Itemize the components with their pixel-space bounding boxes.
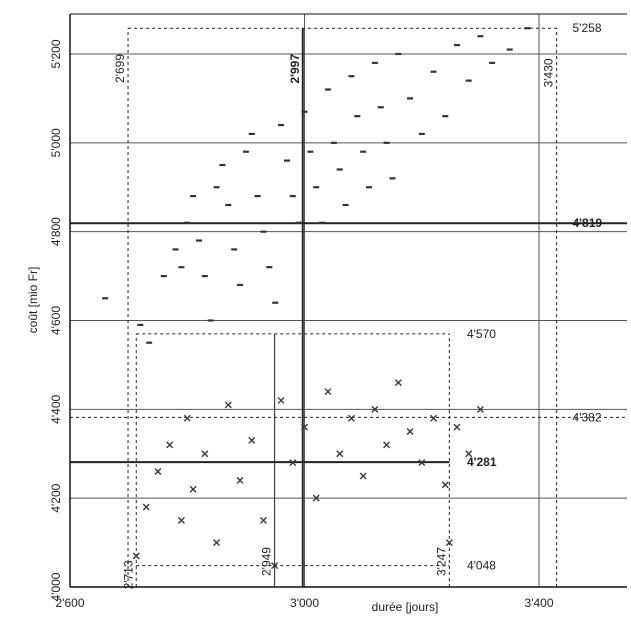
reference-labels: 5'258 4'819 4'570 4'382 4'281 4'048 2'699 2'997… bbox=[113, 21, 602, 589]
data-point-x bbox=[453, 423, 461, 431]
data-point-x bbox=[277, 396, 285, 404]
reference-label: 2'949 bbox=[260, 547, 274, 576]
reference-label: 3'247 bbox=[434, 547, 448, 576]
data-point-x bbox=[383, 441, 391, 449]
data-point-x bbox=[189, 485, 197, 493]
data-point-x bbox=[259, 516, 267, 524]
y-tick-label: 4'200 bbox=[49, 483, 63, 512]
data-point-x bbox=[441, 481, 449, 489]
data-point-x bbox=[224, 401, 232, 409]
data-point-x bbox=[359, 472, 367, 480]
data-point-x bbox=[271, 562, 279, 570]
data-point-x bbox=[201, 450, 209, 458]
data-point-x bbox=[465, 450, 473, 458]
data-point-x bbox=[289, 459, 297, 467]
reference-label: 3'430 bbox=[542, 58, 556, 87]
y-axis-label: coût [mio Fr] bbox=[26, 267, 40, 334]
reference-label: 4'570 bbox=[467, 327, 496, 341]
data-point-x bbox=[132, 552, 140, 560]
data-point-x bbox=[166, 441, 174, 449]
axes bbox=[69, 13, 627, 588]
y-tick-label: 4'600 bbox=[49, 306, 63, 335]
x-tick-label: 3'000 bbox=[290, 596, 319, 610]
data-point-x bbox=[476, 405, 484, 413]
data-point-x bbox=[324, 388, 332, 396]
x-tick-label: 2'600 bbox=[56, 596, 85, 610]
data-point-x bbox=[406, 428, 414, 436]
y-tick-label: 4'000 bbox=[49, 572, 63, 601]
grid-layer bbox=[69, 14, 627, 588]
data-point-x bbox=[177, 516, 185, 524]
tick-labels: 4'000 4'200 4'400 4'600 4'800 5'000 5'200 2'600… bbox=[49, 39, 554, 610]
data-point-x bbox=[430, 414, 438, 422]
reference-label: 4'382 bbox=[573, 410, 602, 424]
y-tick-label: 4'400 bbox=[49, 395, 63, 424]
y-tick-label: 4'800 bbox=[49, 217, 63, 246]
reference-label: 5'258 bbox=[573, 21, 602, 35]
reference-label: 4'819 bbox=[573, 216, 603, 230]
data-point-x bbox=[213, 539, 221, 547]
reference-label: 2'713 bbox=[121, 560, 135, 589]
reference-lines bbox=[70, 27, 627, 587]
x-axis-label: durée [jours] bbox=[372, 600, 439, 614]
data-point-x bbox=[248, 436, 256, 444]
data-point-x bbox=[301, 423, 309, 431]
x-tick-label: 3'400 bbox=[525, 596, 554, 610]
data-point-x bbox=[371, 405, 379, 413]
data-point-x bbox=[336, 450, 344, 458]
y-tick-label: 5'200 bbox=[49, 39, 63, 68]
data-point-x bbox=[236, 476, 244, 484]
data-point-x bbox=[142, 503, 150, 511]
y-tick-label: 5'000 bbox=[49, 128, 63, 157]
data-point-x bbox=[312, 494, 320, 502]
data-point-x bbox=[418, 459, 426, 467]
data-points bbox=[102, 27, 531, 570]
data-point-x bbox=[154, 468, 162, 476]
reference-label: 2'699 bbox=[113, 54, 127, 83]
data-point-x bbox=[183, 414, 191, 422]
data-point-x bbox=[394, 379, 402, 387]
data-point-x bbox=[347, 414, 355, 422]
reference-label: 4'048 bbox=[467, 559, 496, 573]
data-point-x bbox=[445, 539, 453, 547]
reference-label: 4'281 bbox=[467, 455, 497, 469]
reference-label: 2'997 bbox=[288, 54, 302, 84]
